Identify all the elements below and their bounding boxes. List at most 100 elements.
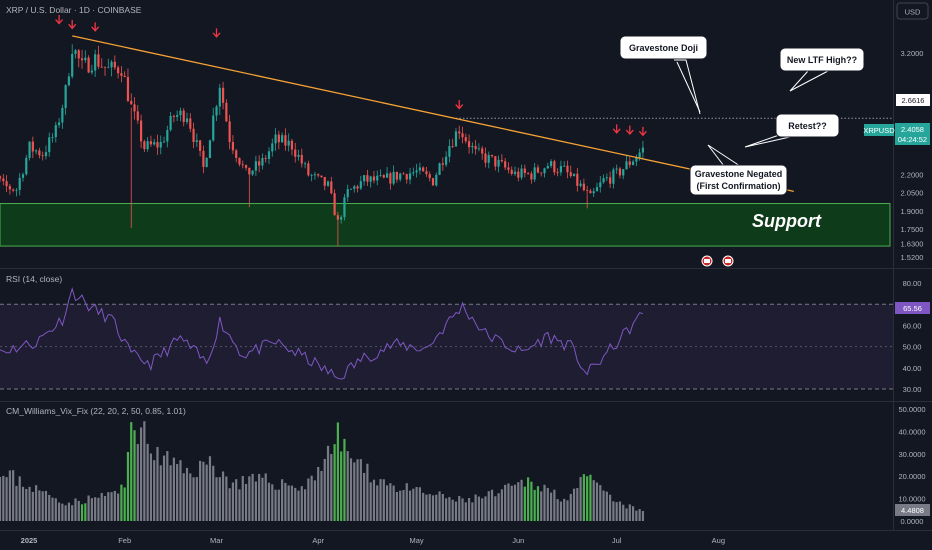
vix-bar bbox=[572, 488, 576, 521]
vix-bar bbox=[448, 497, 451, 521]
time-tick-label: Mar bbox=[210, 536, 223, 545]
vix-bar bbox=[254, 481, 257, 521]
vix-bar bbox=[31, 491, 34, 521]
vix-bar bbox=[176, 464, 179, 521]
candle-body bbox=[317, 174, 320, 176]
candle-body bbox=[586, 190, 589, 191]
vix-bar bbox=[592, 480, 595, 521]
last-price-badge-bg bbox=[895, 123, 930, 145]
candle-body bbox=[497, 159, 500, 167]
candle-body bbox=[80, 58, 84, 61]
rsi-tick-label: 80.00 bbox=[903, 279, 922, 288]
candle-body bbox=[376, 175, 379, 181]
currency-button[interactable]: USD bbox=[896, 2, 929, 20]
vix-bar bbox=[425, 494, 428, 521]
candle-body bbox=[179, 110, 182, 116]
vix-bar bbox=[238, 489, 241, 521]
vix-bar bbox=[310, 475, 313, 521]
down-arrow-icon bbox=[455, 100, 464, 110]
vix-bar bbox=[117, 493, 120, 521]
vix-bar bbox=[618, 501, 622, 521]
symbol-tag: XRPUSD bbox=[863, 124, 895, 136]
event-flag-us-2[interactable] bbox=[722, 255, 734, 267]
support-label: Support bbox=[752, 211, 822, 231]
candle-body bbox=[267, 151, 271, 159]
vix-bar bbox=[454, 501, 458, 521]
vix-tick-label: 50.0000 bbox=[898, 405, 925, 414]
vix-bar bbox=[517, 482, 520, 521]
callout-retest[interactable]: Retest?? bbox=[744, 113, 840, 148]
candle-body bbox=[467, 141, 471, 148]
vix-tick-label: 30.0000 bbox=[898, 450, 925, 459]
price-tick-label: 2.2000 bbox=[901, 170, 924, 179]
candle-body bbox=[425, 171, 428, 175]
candle-body bbox=[612, 169, 615, 184]
candle-body bbox=[441, 163, 444, 165]
candle-body bbox=[520, 168, 523, 178]
vix-bar bbox=[579, 477, 582, 521]
vix-title[interactable]: CM_Williams_Vix_Fix (22, 20, 2, 50, 0.85… bbox=[6, 406, 186, 416]
vix-bar bbox=[179, 460, 182, 521]
candle-body bbox=[107, 67, 110, 69]
currency-button-label: USD bbox=[905, 8, 921, 17]
price-tick-label: 1.5200 bbox=[901, 253, 924, 262]
rsi-tick-label: 40.00 bbox=[903, 364, 922, 373]
vix-bar bbox=[274, 489, 277, 521]
callout-box bbox=[779, 47, 865, 72]
candle-body bbox=[244, 165, 248, 168]
candle-body bbox=[392, 171, 395, 184]
candle-body bbox=[136, 111, 139, 121]
vix-bar bbox=[441, 493, 444, 521]
vix-bar bbox=[74, 498, 77, 521]
event-flag-us[interactable] bbox=[701, 255, 713, 267]
candle-body bbox=[103, 66, 107, 68]
vix-bar bbox=[605, 491, 608, 521]
candle-body bbox=[484, 153, 487, 163]
vix-bar bbox=[546, 487, 549, 521]
vix-bar bbox=[389, 483, 392, 521]
rsi-title[interactable]: RSI (14, close) bbox=[6, 274, 62, 284]
callout-gravestone-doji[interactable]: Gravestone Doji bbox=[619, 35, 708, 115]
vix-bar bbox=[474, 494, 477, 521]
vix-bar bbox=[87, 495, 90, 521]
candle-body bbox=[162, 141, 166, 143]
vix-bar bbox=[166, 451, 169, 521]
candle-body bbox=[553, 161, 556, 173]
candle-body bbox=[21, 174, 25, 178]
candle-body bbox=[110, 61, 113, 68]
candle-body bbox=[605, 177, 608, 179]
time-axis[interactable]: 2025 Feb Mar Apr May Jun Jul Aug bbox=[21, 536, 725, 545]
candle-body bbox=[569, 172, 572, 176]
rsi-tick-label: 50.00 bbox=[903, 343, 922, 352]
vix-bar bbox=[540, 491, 543, 521]
vix-bar bbox=[294, 487, 297, 521]
candle-body bbox=[500, 159, 503, 162]
vix-bar bbox=[146, 443, 149, 521]
vix-bar bbox=[536, 486, 540, 521]
price-tick-label: 1.7500 bbox=[901, 225, 924, 234]
vix-bar bbox=[15, 485, 18, 521]
candle-body bbox=[274, 134, 277, 144]
callout-gravestone-negated[interactable]: Gravestone Negated (First Confirmation) bbox=[689, 144, 788, 196]
candle-body bbox=[533, 167, 536, 180]
vix-bar bbox=[123, 487, 126, 521]
symbol-title[interactable]: XRP / U.S. Dollar · 1D · COINBASE bbox=[6, 5, 142, 15]
candle-body bbox=[176, 115, 179, 117]
vix-bar bbox=[221, 471, 225, 521]
candle-body bbox=[340, 217, 343, 220]
vix-bar bbox=[0, 476, 2, 521]
rsi-tick-label: 30.00 bbox=[903, 385, 922, 394]
vix-bar bbox=[622, 504, 625, 521]
callout-new-ltf-high[interactable]: New LTF High?? bbox=[779, 47, 865, 92]
vix-bar bbox=[38, 490, 41, 521]
descending-trendline[interactable] bbox=[72, 35, 794, 193]
vix-bar bbox=[202, 461, 205, 521]
candle-body bbox=[44, 152, 48, 157]
vix-bar bbox=[346, 451, 349, 521]
vix-bar bbox=[313, 480, 317, 521]
vix-bar bbox=[110, 492, 113, 521]
candle-body bbox=[228, 121, 231, 143]
vix-axis[interactable]: 50.0000 40.0000 30.0000 20.0000 10.0000 0.000… bbox=[898, 405, 925, 526]
